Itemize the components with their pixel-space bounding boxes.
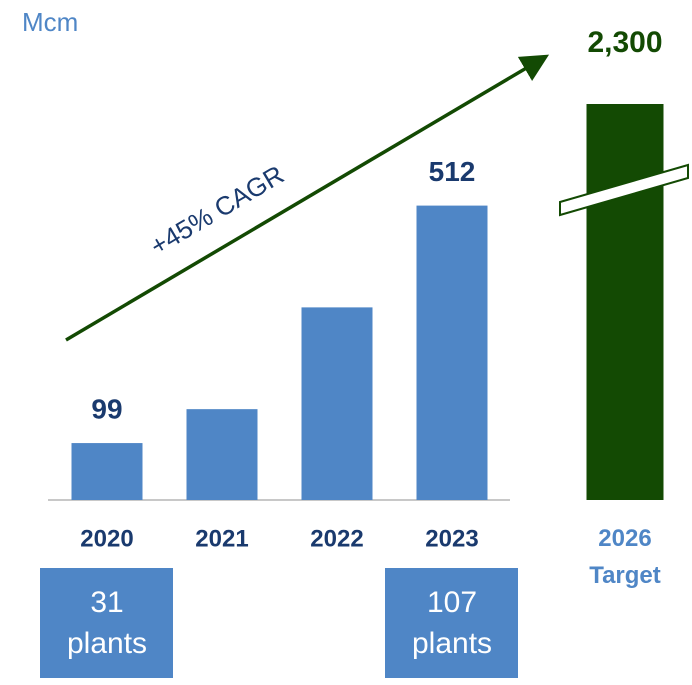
bar [71,443,143,500]
bar [301,307,373,500]
plant-label: 107 [427,586,477,619]
value-label: 99 [91,393,122,424]
plant-label: plants [412,627,492,660]
value-label: 512 [429,156,476,187]
target-label: 2026 Target [589,525,661,589]
bar [186,409,258,500]
cagr-arrow [65,54,550,342]
plant-label: plants [67,627,147,660]
x-tick-label: 2020 [80,525,133,552]
x-tick-label: 2022 [310,525,363,552]
unit-label: Mcm [22,7,78,37]
plant-box [40,568,173,678]
target-value-label: 2,300 [587,26,662,59]
bar [416,205,488,500]
cagr-label: +45% CAGR [145,159,289,261]
plant-label: 31 [90,586,123,619]
x-tick-label: 2021 [195,525,248,552]
x-tick-label: 2023 [425,525,478,552]
axis-break [559,163,689,217]
target-bar [586,104,664,500]
plant-box [385,568,518,678]
